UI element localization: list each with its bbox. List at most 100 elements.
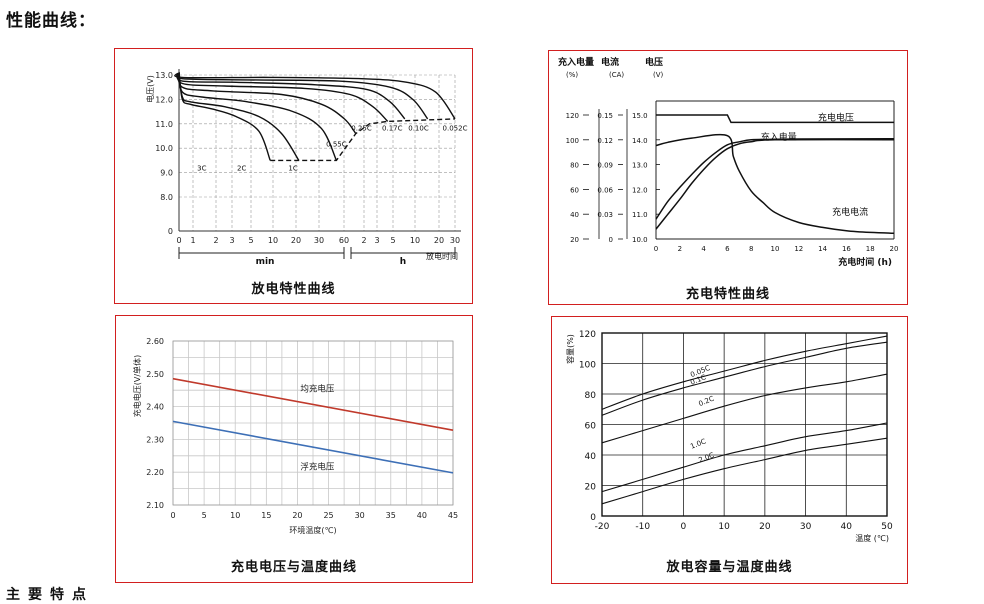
- discharge-curve-0.55C: [178, 72, 357, 135]
- current-tick: 0.15: [597, 112, 613, 120]
- charge-chart-panel: 充入电量 (%) 电流 (CA) 电压 (V) 120 100 80 60 40 20 0.15 0.12…: [548, 50, 908, 305]
- y-tick-label: 2.40: [146, 403, 164, 412]
- x-tick-label: 2: [361, 236, 366, 245]
- x-tick-label: 5: [248, 236, 253, 245]
- y-tick-label: 10.0: [155, 144, 173, 153]
- charge-voltage-line: [656, 114, 894, 124]
- x-tick-label: 10: [771, 245, 780, 253]
- discharge-chart-caption: 放电特性曲线: [251, 282, 336, 297]
- x-tick-label: 15: [261, 511, 271, 520]
- series-label-current: 充电电流: [832, 206, 868, 218]
- curve-label: 0.10C: [408, 124, 429, 132]
- y-tick-label: 0: [168, 227, 173, 236]
- x-tick-label: 18: [866, 245, 875, 253]
- capacity-curve-2.0C: [601, 437, 888, 505]
- y-axis-label: 电压(V): [145, 75, 155, 103]
- x-axis-label: 充电时间 (h): [838, 256, 892, 268]
- volt-temp-chart: 2.60 2.50 2.40 2.30 2.20 2.10 0 5 10 15 20 25 30 35 40…: [132, 337, 458, 535]
- x-tick-label: 25: [323, 511, 333, 520]
- discharge-curve-0.052C: [174, 71, 456, 120]
- x-tick-label: 2: [678, 245, 682, 253]
- discharge-curve-0.17C: [176, 72, 406, 120]
- y-tick-label: 40: [585, 452, 597, 462]
- x-axis-label: 温度 (℃): [855, 533, 889, 543]
- capacity-curve-0.1C: [601, 341, 888, 416]
- y-tick-label: 120: [579, 330, 596, 340]
- x-tick-label: 20: [291, 236, 301, 245]
- voltage-tick: 11.0: [632, 211, 648, 219]
- x-tick-label: 0: [176, 236, 181, 245]
- x-tick-label: 2: [213, 236, 218, 245]
- charge-current-line: [655, 133, 895, 234]
- x-tick-label: 6: [725, 245, 730, 253]
- discharge-curve-2C: [178, 72, 300, 161]
- min-unit-label: min: [256, 257, 275, 267]
- series-line-float: [172, 420, 454, 474]
- x-axis-label: 放电时间: [426, 251, 458, 261]
- x-tick-label: 30: [450, 236, 460, 245]
- axis-header: 充入电量: [558, 56, 594, 68]
- axis-unit: (V): [653, 71, 664, 79]
- capacity-tick: 80: [570, 162, 579, 170]
- x-tick-label: 30: [800, 522, 812, 532]
- x-tick-label: 20: [434, 236, 444, 245]
- plot-frame: [601, 332, 888, 517]
- x-tick-label: 20: [759, 522, 771, 532]
- discharge-curve-0.25C: [177, 72, 389, 122]
- current-tick: 0.09: [597, 162, 613, 170]
- x-tick-label: 50: [881, 522, 893, 532]
- y-axis-label: 充电电压(V/单体): [132, 355, 142, 417]
- capacity-curve-0.05C: [601, 335, 888, 410]
- y-tick-label: 100: [579, 361, 596, 371]
- axis-unit: (%): [566, 71, 578, 79]
- discharge-chart: 13.012.011.010.09.08.000 1 2 3 5 10 20 30 60 2 3 5 1…: [145, 69, 468, 267]
- capacity-tick: 20: [570, 236, 579, 244]
- y-tick-label: 8.0: [160, 193, 173, 202]
- charge-chart: 充入电量(%)电流(CA)电压(V)120100806040200.150.12…: [558, 56, 898, 268]
- y-tick-label: 13.0: [155, 71, 173, 80]
- current-tick: 0.12: [597, 137, 613, 145]
- axis-header: 电流: [601, 56, 619, 68]
- x-axis-label: 环境温度(℃): [289, 525, 336, 535]
- y-tick-label: 2.30: [146, 435, 164, 444]
- series-line-equalize: [172, 377, 454, 431]
- voltage-tick: 12.0: [632, 186, 648, 194]
- x-tick-label: 30: [314, 236, 324, 245]
- x-tick-label: 0: [170, 511, 175, 520]
- volt-temp-chart-panel: 2.60 2.50 2.40 2.30 2.20 2.10 0 5 10 15 20 25 30 35 40…: [115, 315, 473, 583]
- y-tick-label: 80: [585, 391, 597, 401]
- voltage-tick: 13.0: [632, 162, 648, 170]
- x-tick-label: 0: [654, 245, 658, 253]
- x-tick-label: 16: [842, 245, 851, 253]
- x-tick-label: 30: [355, 511, 365, 520]
- axis-unit: (CA): [609, 71, 624, 79]
- x-tick-label: 5: [202, 511, 207, 520]
- capacity-tick: 40: [570, 211, 579, 219]
- x-tick-label: 12: [794, 245, 803, 253]
- x-tick-label: 10: [410, 236, 420, 245]
- charge-chart-caption: 充电特性曲线: [685, 287, 770, 302]
- charge-capacity-line-2: [655, 138, 895, 230]
- x-tick-label: 60: [339, 236, 349, 245]
- x-tick-label: 10: [718, 522, 730, 532]
- curve-label: 2C: [237, 165, 246, 173]
- curve-label: 2.0C: [697, 451, 715, 464]
- x-tick-label: 5: [390, 236, 395, 245]
- voltage-tick: 14.0: [632, 137, 648, 145]
- curve-label: 0.55C: [326, 140, 347, 148]
- y-tick-label: 12.0: [155, 95, 173, 104]
- series-label-capacity: 充入电量: [761, 131, 797, 143]
- capacity-tick: 60: [570, 186, 579, 194]
- cutoff-voltage-line: [270, 118, 456, 162]
- curve-label: 0.25C: [351, 124, 372, 132]
- y-tick-label: 2.50: [146, 370, 164, 379]
- curve-label: 1C: [288, 165, 297, 173]
- cap-temp-chart-caption: 放电容量与温度曲线: [666, 560, 793, 575]
- capacity-tick: 120: [566, 112, 579, 120]
- current-tick: 0.03: [597, 211, 613, 219]
- y-tick-label: 2.10: [146, 501, 164, 510]
- capacity-curve-0.2C: [601, 373, 888, 444]
- capacity-curve-1.0C: [601, 422, 888, 493]
- series-label-voltage: 充电电压: [818, 111, 854, 123]
- x-tick-label: 1: [190, 236, 195, 245]
